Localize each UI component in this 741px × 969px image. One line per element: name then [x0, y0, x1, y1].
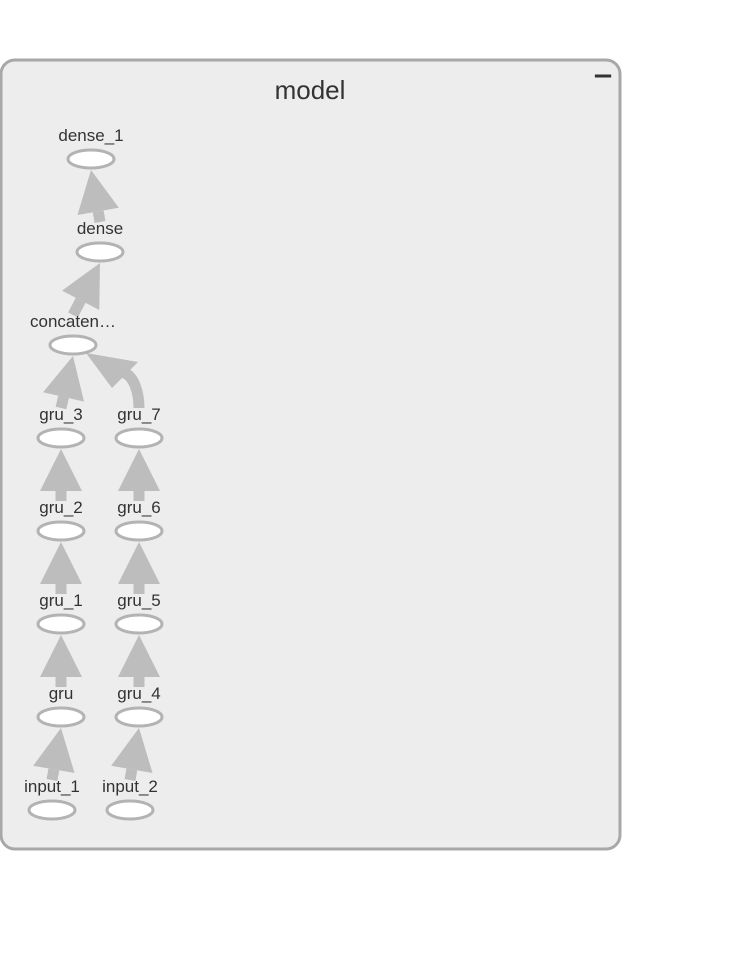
arrow-head	[86, 353, 138, 388]
node-gru[interactable]: gru	[36, 684, 86, 728]
node-label: gru_2	[39, 498, 82, 517]
arrow-head	[40, 449, 82, 491]
node-label: gru_3	[39, 405, 82, 424]
edge-input_2-to-gru_4	[111, 728, 153, 781]
node-gru_7[interactable]: gru_7	[114, 405, 164, 449]
node-ellipse[interactable]	[114, 613, 164, 635]
arrow-head	[40, 635, 82, 677]
edges-layer	[33, 170, 160, 781]
node-ellipse[interactable]	[114, 520, 164, 542]
node-input_2[interactable]: input_2	[102, 777, 158, 821]
node-gru_3[interactable]: gru_3	[36, 405, 86, 449]
node-label: gru_4	[117, 684, 160, 703]
edge-gru-to-gru_1	[40, 635, 82, 687]
model-title: model	[275, 75, 346, 105]
collapse-icon[interactable]: −	[592, 61, 614, 91]
arrow-head	[62, 263, 100, 310]
node-gru_2[interactable]: gru_2	[36, 498, 86, 542]
node-gru_1[interactable]: gru_1	[36, 591, 86, 635]
node-ellipse[interactable]	[48, 334, 98, 356]
node-input_1[interactable]: input_1	[24, 777, 80, 821]
node-label: gru_5	[117, 591, 160, 610]
node-label: input_1	[24, 777, 80, 796]
edge-gru_6-to-gru_7	[118, 449, 160, 501]
arrow-head	[118, 542, 160, 584]
node-concatenate[interactable]: concaten…	[30, 312, 116, 356]
node-ellipse[interactable]	[36, 427, 86, 449]
node-label: input_2	[102, 777, 158, 796]
edge-gru_3-to-concatenate	[43, 356, 85, 410]
edge-gru_2-to-gru_3	[40, 449, 82, 501]
edge-concatenate-to-dense	[62, 263, 100, 318]
edge-gru_1-to-gru_2	[40, 542, 82, 594]
arrow-head	[43, 356, 85, 402]
node-label: gru_1	[39, 591, 82, 610]
node-label: dense_1	[58, 126, 123, 145]
model-container	[0, 58, 622, 851]
node-ellipse[interactable]	[36, 613, 86, 635]
node-gru_6[interactable]: gru_6	[114, 498, 164, 542]
edge-gru_4-to-gru_5	[118, 635, 160, 687]
arrow-head	[118, 449, 160, 491]
node-gru_5[interactable]: gru_5	[114, 591, 164, 635]
arrow-head	[111, 728, 153, 773]
node-ellipse[interactable]	[27, 799, 77, 821]
node-label: gru	[49, 684, 74, 703]
node-ellipse[interactable]	[114, 427, 164, 449]
node-label: gru_7	[117, 405, 160, 424]
node-dense_1[interactable]: dense_1	[58, 126, 124, 170]
node-ellipse[interactable]	[36, 706, 86, 728]
node-label: gru_6	[117, 498, 160, 517]
node-ellipse[interactable]	[36, 520, 86, 542]
node-label: concaten…	[30, 312, 116, 331]
arrow-head	[33, 728, 75, 773]
node-ellipse[interactable]	[114, 706, 164, 728]
arrow-head	[118, 635, 160, 677]
node-ellipse[interactable]	[75, 241, 125, 263]
node-dense[interactable]: dense	[75, 219, 125, 263]
arrow-head	[77, 170, 119, 215]
node-label: dense	[77, 219, 123, 238]
edge-gru_7-to-concatenate	[86, 353, 145, 409]
edge-gru_5-to-gru_6	[118, 542, 160, 594]
node-gru_4[interactable]: gru_4	[114, 684, 164, 728]
edge-dense-to-dense_1	[77, 170, 119, 223]
node-ellipse[interactable]	[66, 148, 116, 170]
arrow-head	[40, 542, 82, 584]
node-ellipse[interactable]	[105, 799, 155, 821]
edge-input_1-to-gru	[33, 728, 75, 781]
